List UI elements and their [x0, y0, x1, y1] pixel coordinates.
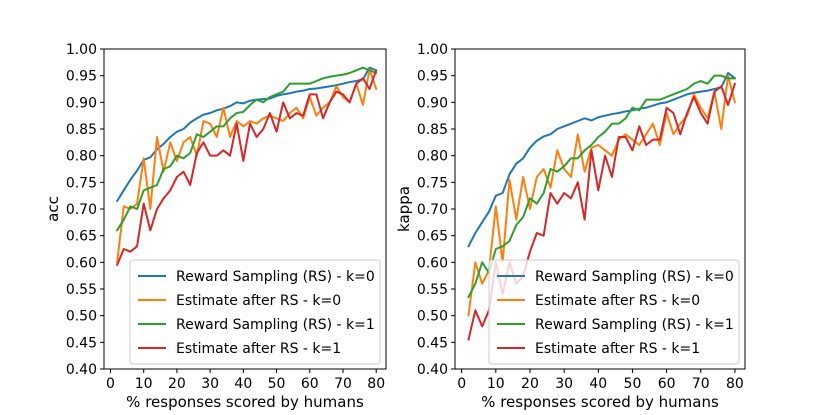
- chart-panel-kappa: 0.40 0.45 0.50 0.55 0.60 0.65 0.70 0.75 0.80 0.85…: [395, 42, 746, 411]
- x-tick-label: 0: [457, 376, 466, 392]
- y-tick-label: 0.45: [417, 335, 448, 351]
- legend-entry-label: Reward Sampling (RS) - k=0: [176, 269, 375, 285]
- y-tick-label: 0.65: [417, 229, 448, 245]
- x-tick-label: 0: [106, 376, 115, 392]
- x-axis-label: % responses scored by humans: [481, 393, 719, 411]
- x-tick-label: 40: [234, 376, 252, 392]
- y-tick-label: 0.95: [417, 69, 448, 85]
- series-group: [116, 66, 378, 266]
- legend: Reward Sampling (RS) - k=0 Estimate after…: [129, 259, 381, 365]
- x-tick-label: 30: [201, 376, 219, 392]
- y-axis-label: acc: [44, 196, 62, 222]
- legend-entry-label: Estimate after RS - k=1: [176, 341, 341, 357]
- legend-entry-label: Reward Sampling (RS) - k=0: [535, 269, 734, 285]
- y-tick-label: 0.95: [66, 69, 97, 85]
- y-tick-label: 0.40: [417, 362, 448, 378]
- y-tick-label: 0.70: [66, 202, 97, 218]
- series-line-2: [116, 68, 378, 264]
- x-tick-label: 20: [521, 376, 539, 392]
- y-tick-label: 0.60: [417, 255, 448, 271]
- y-tick-label: 0.80: [66, 149, 97, 165]
- x-tick-label: 10: [135, 376, 153, 392]
- legend-entry-label: Estimate after RS - k=1: [535, 341, 700, 357]
- y-tick-label: 0.75: [66, 175, 97, 191]
- y-tick-label: 0.85: [66, 122, 97, 138]
- series-line-3: [116, 66, 378, 232]
- x-tick-label: 70: [692, 376, 710, 392]
- y-tick-label: 0.55: [66, 282, 97, 298]
- x-tick-label: 20: [168, 376, 186, 392]
- legend-box: [129, 259, 381, 365]
- chart-panel-acc: 0.40 0.45 0.50 0.55 0.60 0.65 0.70 0.75 0.80 0.85…: [44, 42, 387, 411]
- x-tick-label: 30: [555, 376, 573, 392]
- y-tick-label: 1.00: [417, 42, 448, 58]
- y-tick-label: 0.40: [66, 362, 97, 378]
- x-tick-label: 50: [268, 376, 286, 392]
- y-tick-label: 0.60: [66, 255, 97, 271]
- x-tick-label: 60: [301, 376, 319, 392]
- x-tick-label: 80: [726, 376, 744, 392]
- legend-box: [488, 259, 740, 365]
- y-tick-label: 1.00: [66, 42, 97, 58]
- y-tick-label: 0.90: [66, 95, 97, 111]
- x-tick-label: 40: [589, 376, 607, 392]
- x-tick-label: 50: [624, 376, 642, 392]
- y-tick-label: 0.50: [66, 309, 97, 325]
- legend: Reward Sampling (RS) - k=0 Estimate after…: [488, 259, 740, 365]
- x-tick-label: 60: [658, 376, 676, 392]
- series-line-1: [467, 72, 736, 248]
- x-tick-label: 70: [334, 376, 352, 392]
- y-tick-label: 0.55: [417, 282, 448, 298]
- y-axis-label: kappa: [395, 186, 413, 232]
- y-tick-label: 0.45: [66, 335, 97, 351]
- y-tick-label: 0.85: [417, 122, 448, 138]
- y-tick-label: 0.50: [417, 309, 448, 325]
- x-axis-label: % responses scored by humans: [126, 393, 364, 411]
- series-line-1: [116, 66, 378, 202]
- x-tick-label: 80: [367, 376, 385, 392]
- y-tick-label: 0.75: [417, 175, 448, 191]
- x-tick-label: 10: [487, 376, 505, 392]
- series-line-4: [116, 69, 378, 266]
- legend-entry-label: Reward Sampling (RS) - k=1: [535, 317, 734, 333]
- series-line-3: [467, 74, 736, 298]
- legend-entry-label: Estimate after RS - k=0: [535, 293, 700, 309]
- y-tick-label: 0.65: [66, 229, 97, 245]
- y-tick-label: 0.70: [417, 202, 448, 218]
- y-tick-label: 0.80: [417, 149, 448, 165]
- y-tick-label: 0.90: [417, 95, 448, 111]
- legend-entry-label: Reward Sampling (RS) - k=1: [176, 317, 375, 333]
- legend-entry-label: Estimate after RS - k=0: [176, 293, 341, 309]
